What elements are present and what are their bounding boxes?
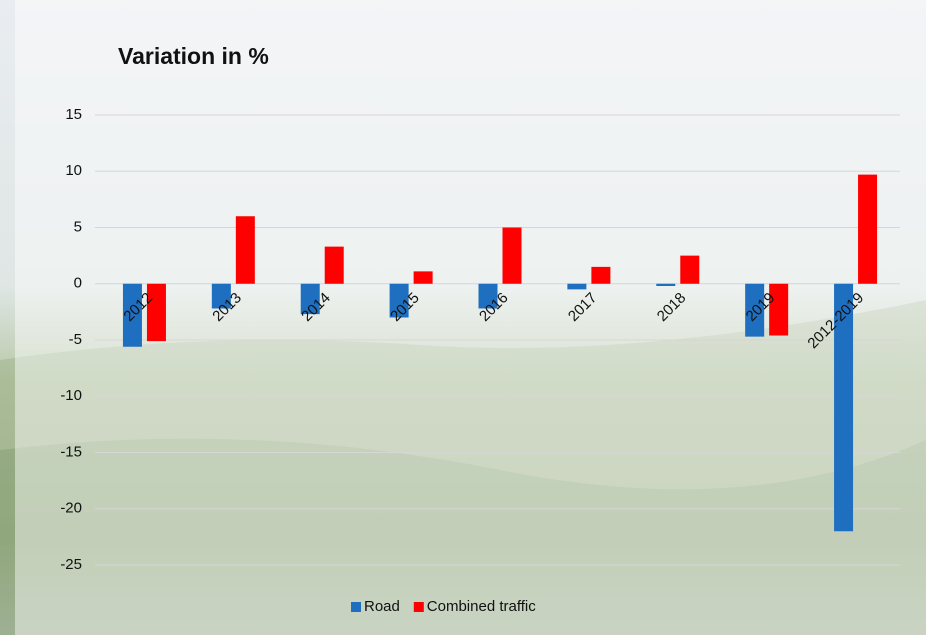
bar (769, 283, 789, 336)
legend-label: Road (364, 598, 400, 615)
bar (324, 246, 344, 284)
bar (300, 283, 320, 315)
bar (478, 283, 498, 309)
bar (502, 227, 522, 284)
y-tick-label: 5 (74, 218, 82, 235)
y-tick-label: -15 (60, 443, 82, 460)
bar (591, 266, 611, 284)
y-tick-label: 10 (65, 162, 82, 179)
bar (567, 283, 587, 290)
bar (745, 283, 765, 337)
bar (146, 283, 166, 342)
y-tick-label: -5 (69, 331, 82, 348)
bar (211, 283, 231, 309)
chart-title: Variation in % (118, 43, 269, 69)
y-tick-label: 0 (74, 275, 82, 292)
bar (122, 283, 142, 347)
bar (656, 283, 676, 286)
bar (413, 271, 433, 284)
bar (834, 283, 854, 532)
bar (389, 283, 409, 318)
legend-swatch (413, 602, 424, 612)
legend-swatch (351, 602, 361, 612)
bar (680, 255, 700, 284)
y-tick-label: -10 (60, 387, 82, 404)
bar (235, 216, 255, 284)
hills (0, 300, 926, 635)
hills-front (0, 438, 926, 635)
y-tick-label: -20 (60, 500, 82, 517)
y-tick-label: 15 (65, 106, 82, 123)
bar (858, 174, 878, 284)
y-tick-label: -25 (60, 556, 82, 573)
legend-label: Combined traffic (427, 598, 536, 615)
